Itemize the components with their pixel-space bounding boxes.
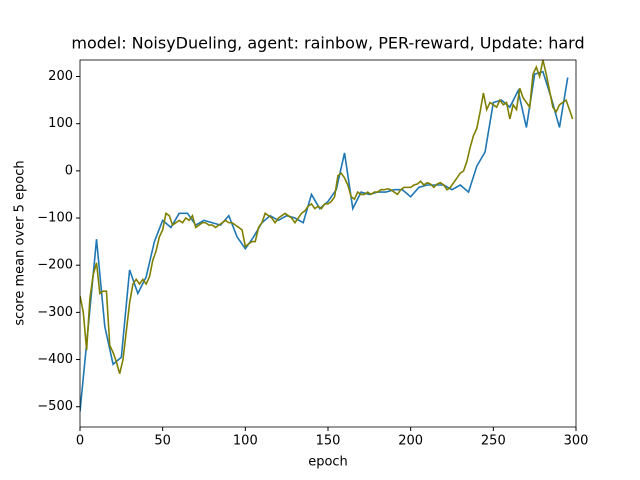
x-tick-label: 50 [154, 434, 171, 449]
y-tick-label: 200 [48, 69, 73, 84]
data-line [80, 60, 574, 374]
x-tick-label: 200 [398, 434, 423, 449]
data-line [80, 70, 569, 412]
x-tick-label: 150 [316, 434, 341, 449]
y-tick-label: −200 [37, 258, 73, 273]
y-tick-label: 0 [65, 163, 73, 178]
y-tick-label: 100 [48, 116, 73, 131]
y-axis-label: score mean over 5 epoch [13, 160, 28, 325]
chart-title: model: NoisyDueling, agent: rainbow, PER… [71, 34, 584, 53]
x-tick-label: 0 [76, 434, 84, 449]
y-tick-label: −100 [37, 211, 73, 226]
x-tick-label: 100 [233, 434, 258, 449]
x-tick-label: 300 [564, 434, 589, 449]
x-axis-label: epoch [308, 455, 348, 470]
x-tick-label: 250 [481, 434, 506, 449]
y-tick-label: −400 [37, 352, 73, 367]
y-tick-label: −500 [37, 399, 73, 414]
y-tick-label: −300 [37, 305, 73, 320]
plot-frame [79, 59, 577, 428]
